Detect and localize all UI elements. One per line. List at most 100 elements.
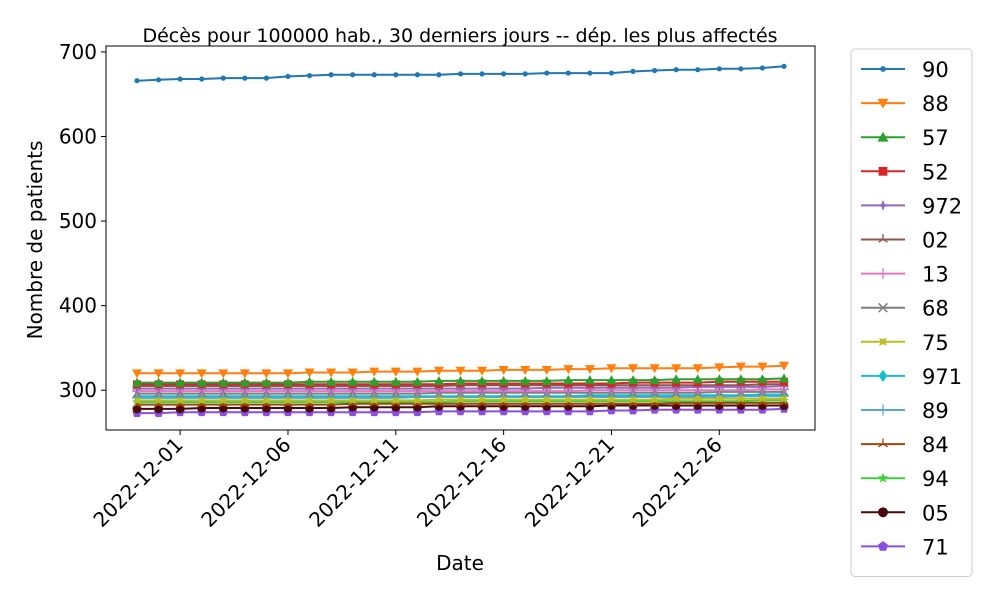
data-point-75 [413, 396, 421, 405]
data-point-57 [347, 376, 358, 386]
x-tick-label: 2022-12-11 [304, 433, 403, 532]
data-point-75 [543, 395, 551, 404]
data-point-75 [737, 395, 745, 403]
data-point-90 [371, 72, 377, 78]
legend-label-05: 05 [922, 501, 949, 525]
data-point-75 [198, 396, 206, 405]
legend-marker-05 [878, 507, 888, 518]
data-point-88 [347, 368, 358, 378]
data-point-90 [759, 65, 766, 71]
data-point-90 [781, 63, 787, 69]
data-point-57 [282, 377, 293, 387]
data-point-75 [650, 395, 659, 404]
data-point-90 [350, 72, 356, 78]
legend-label-68: 68 [922, 297, 949, 321]
series-88 [132, 361, 789, 379]
legend-label-88: 88 [922, 92, 949, 116]
y-tick-label: 300 [59, 378, 97, 402]
data-point-88 [735, 362, 746, 372]
y-tick-label: 500 [59, 209, 97, 233]
data-point-90 [199, 76, 205, 82]
data-point-972 [433, 383, 444, 394]
data-point-88 [412, 367, 423, 377]
legend-box [850, 48, 973, 577]
legend-label-71: 71 [922, 535, 949, 559]
data-point-88 [606, 364, 617, 374]
data-point-972 [477, 383, 488, 394]
y-tick-label: 700 [59, 40, 97, 64]
data-point-972 [757, 381, 768, 392]
data-point-972 [412, 383, 423, 394]
data-point-75 [327, 396, 335, 405]
data-point-972 [261, 383, 272, 394]
data-point-75 [219, 396, 227, 405]
legend-marker-75 [879, 337, 887, 346]
data-point-75 [715, 395, 723, 403]
data-point-88 [326, 368, 337, 378]
data-point-90 [263, 75, 269, 81]
data-point-75 [478, 395, 486, 404]
data-point-75 [305, 396, 314, 405]
data-point-57 [628, 375, 639, 385]
data-point-57 [175, 377, 186, 387]
data-point-90 [393, 72, 399, 78]
data-point-972 [455, 383, 466, 394]
data-point-75 [176, 396, 184, 405]
data-point-90 [608, 70, 615, 76]
data-point-88 [671, 364, 682, 374]
legend-marker-94 [877, 472, 889, 483]
series-57 [132, 373, 789, 387]
data-point-972 [779, 381, 789, 391]
data-point-75 [564, 395, 572, 404]
data-point-90 [544, 70, 550, 76]
data-point-75 [758, 395, 767, 403]
legend-label-90: 90 [922, 58, 949, 82]
legend-label-94: 94 [922, 467, 949, 491]
data-point-90 [328, 72, 334, 78]
data-point-90 [134, 78, 140, 84]
data-point-88 [218, 369, 229, 379]
data-point-75 [672, 395, 680, 403]
data-point-75 [500, 395, 508, 404]
data-point-75 [435, 395, 443, 404]
data-point-90 [522, 71, 528, 77]
data-point-90 [738, 66, 744, 72]
data-point-90 [479, 71, 485, 77]
data-point-88 [282, 369, 293, 379]
data-point-88 [714, 363, 725, 373]
legend-marker-52 [878, 166, 888, 176]
data-point-57 [218, 377, 229, 387]
data-point-90 [285, 73, 291, 80]
data-point-972 [584, 382, 595, 393]
data-point-90 [695, 67, 701, 73]
data-point-88 [153, 369, 164, 379]
data-point-88 [649, 364, 660, 374]
data-point-57 [714, 374, 725, 384]
data-point-57 [735, 374, 746, 384]
data-point-972 [132, 383, 142, 394]
chart-title: Décès pour 100000 hab., 30 derniers jour… [142, 25, 777, 47]
data-point-57 [239, 377, 250, 387]
data-point-75 [284, 396, 292, 405]
data-point-972 [692, 381, 703, 392]
data-point-90 [630, 68, 636, 74]
data-point-88 [261, 369, 272, 379]
data-point-90 [306, 73, 313, 79]
data-point-972 [498, 383, 509, 394]
data-point-57 [671, 374, 682, 384]
data-point-88 [757, 362, 768, 372]
legend-label-89: 89 [922, 399, 949, 423]
data-point-57 [455, 375, 466, 385]
data-point-90 [177, 76, 183, 82]
legend-label-972: 972 [922, 194, 962, 218]
data-point-57 [520, 375, 531, 385]
data-point-972 [369, 383, 380, 394]
data-point-75 [241, 396, 249, 405]
series-75 [133, 395, 788, 405]
legend-marker-68 [878, 302, 888, 313]
data-point-972 [541, 382, 552, 393]
data-point-75 [780, 395, 788, 403]
legend-label-02: 02 [922, 229, 949, 253]
data-point-88 [369, 367, 380, 377]
data-point-57 [606, 375, 617, 385]
